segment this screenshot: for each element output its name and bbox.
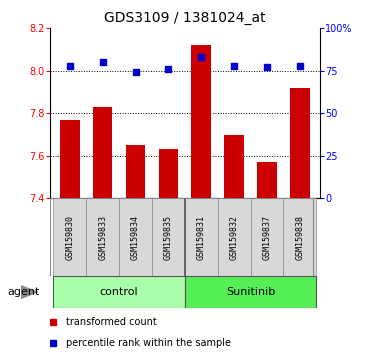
Text: control: control [100,287,138,297]
Point [165,66,171,72]
Point [231,63,237,69]
Text: GSM159834: GSM159834 [131,215,140,260]
Bar [60,120,80,198]
Text: GSM159830: GSM159830 [65,215,74,260]
Bar [185,276,316,308]
Bar [191,45,211,198]
Bar [54,198,86,276]
Bar [218,198,251,276]
Point [297,63,303,69]
Bar [54,276,185,308]
Bar [290,88,310,198]
Text: Sunitinib: Sunitinib [226,287,275,297]
Bar [152,198,185,276]
Text: GSM159833: GSM159833 [98,215,107,260]
Text: GSM159837: GSM159837 [263,215,271,260]
Point [264,64,270,70]
Bar [185,198,218,276]
Bar [283,198,316,276]
Bar [159,149,178,198]
Text: GSM159832: GSM159832 [229,215,239,260]
Text: GSM159831: GSM159831 [197,215,206,260]
Point [67,63,73,69]
Text: percentile rank within the sample: percentile rank within the sample [66,338,231,348]
Text: agent: agent [8,287,40,297]
Text: GDS3109 / 1381024_at: GDS3109 / 1381024_at [104,11,266,25]
Text: transformed count: transformed count [66,318,157,327]
Polygon shape [21,286,37,298]
Bar [93,107,112,198]
Bar [251,198,283,276]
Point [132,70,139,75]
Bar [119,198,152,276]
Bar [257,162,277,198]
Point [100,59,106,65]
Bar [126,145,146,198]
Bar [224,135,244,198]
Text: GSM159838: GSM159838 [295,215,304,260]
Point [198,55,204,60]
Bar [86,198,119,276]
Text: GSM159835: GSM159835 [164,215,173,260]
